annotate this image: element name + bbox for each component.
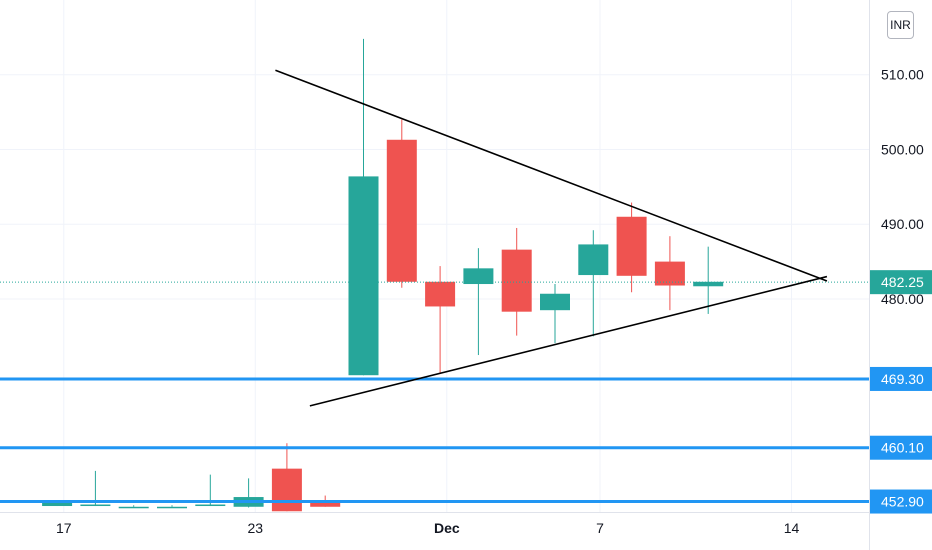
grid-lines (0, 0, 869, 512)
trendlines (275, 69, 828, 407)
support-level-label: 469.30 (881, 371, 924, 387)
time-scale[interactable]: 17 23 Dec 7 14 (0, 512, 869, 550)
price-tick-label: 500.00 (881, 141, 924, 157)
support-level-tag (870, 366, 932, 391)
candle-body (157, 506, 187, 509)
support-level-tag (870, 489, 932, 514)
candle-body (118, 506, 149, 509)
candle-series (42, 38, 724, 512)
date-tick-label: 17 (56, 520, 72, 536)
candle-body (348, 176, 379, 376)
horizontal-levels (0, 281, 869, 504)
candle-body (540, 293, 570, 311)
date-tick-label: 14 (784, 520, 800, 536)
candle-body (80, 504, 111, 507)
candle-body (693, 281, 724, 287)
candle-body (654, 261, 685, 286)
time-scale-background (0, 512, 869, 550)
date-tick-label: 7 (596, 520, 604, 536)
candle-body (195, 504, 226, 507)
date-tick-label: 23 (248, 520, 264, 536)
candle-body (501, 249, 532, 312)
date-tick-label: Dec (434, 520, 460, 536)
candle-body (386, 139, 417, 282)
price-tick-label: 510.00 (881, 67, 924, 83)
current-price-label: 482.25 (881, 274, 924, 290)
price-tick-label: 490.00 (881, 216, 924, 232)
candle-body (425, 281, 456, 307)
upper-trendline (275, 69, 828, 282)
currency-button[interactable]: INR (887, 11, 914, 39)
candle-body (616, 216, 647, 276)
support-level-label: 460.10 (881, 440, 924, 456)
candle-body (463, 268, 494, 285)
lower-trendline (309, 275, 828, 407)
price-tags: 469.30 460.10 452.90 482.25 (870, 270, 932, 514)
candle-body (578, 244, 609, 276)
candle-body (271, 468, 302, 512)
candle-body (310, 501, 341, 507)
candle-body (42, 501, 73, 507)
support-level-label: 452.90 (881, 494, 924, 510)
current-price-tag (870, 270, 932, 295)
support-level-tag (870, 435, 932, 460)
price-tick-label: 480.00 (881, 291, 924, 307)
